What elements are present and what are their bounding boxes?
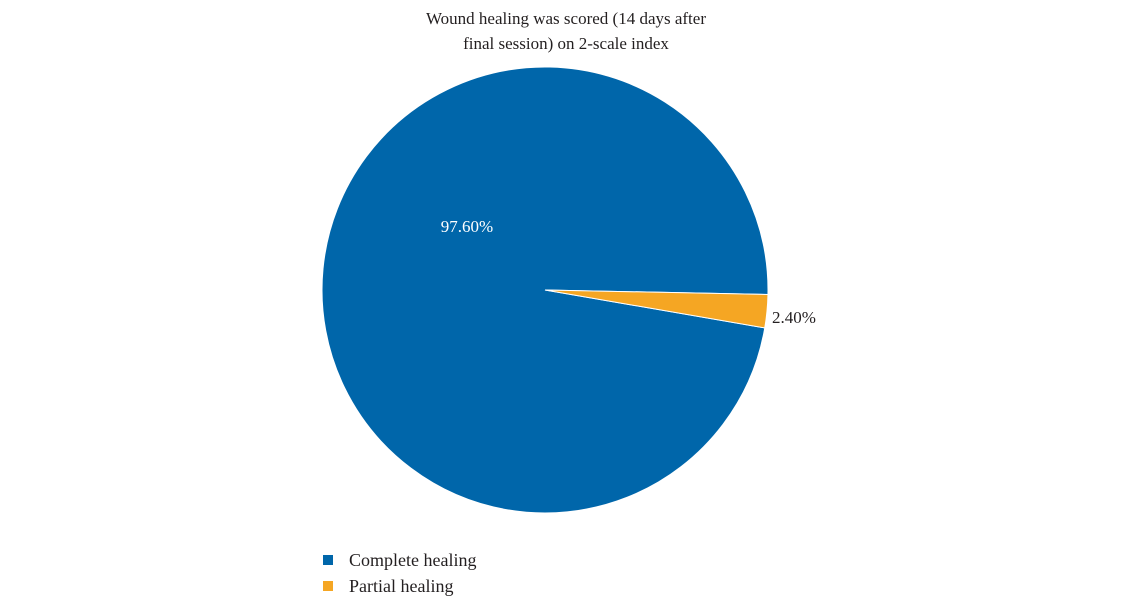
chart-title: Wound healing was scored (14 days after … bbox=[366, 6, 766, 56]
pie-slice-partial-healing bbox=[544, 289, 769, 329]
chart-title-line-1: Wound healing was scored (14 days after bbox=[426, 9, 706, 28]
data-label-partial-healing: 2.40% bbox=[772, 308, 816, 327]
legend: Complete healing Partial healing bbox=[323, 547, 476, 599]
legend-item-partial-healing: Partial healing bbox=[323, 573, 476, 599]
legend-item-complete-healing: Complete healing bbox=[323, 547, 476, 573]
legend-label-partial-healing: Partial healing bbox=[349, 576, 454, 596]
legend-swatch-partial-healing bbox=[323, 581, 333, 591]
legend-swatch-complete-healing bbox=[323, 555, 333, 565]
chart-title-line-2: final session) on 2-scale index bbox=[463, 34, 669, 53]
data-label-complete-healing: 97.60% bbox=[441, 217, 493, 236]
legend-label-complete-healing: Complete healing bbox=[349, 550, 477, 570]
